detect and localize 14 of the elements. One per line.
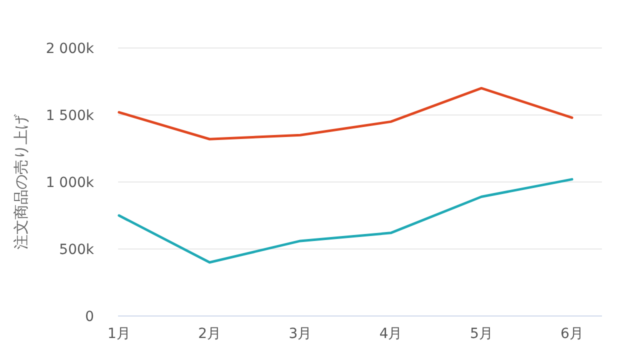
x-tick-label: 5月 bbox=[470, 326, 493, 342]
x-tick-label: 4月 bbox=[379, 326, 402, 342]
x-tick-label: 1月 bbox=[108, 326, 130, 342]
y-tick-label: 2 000k bbox=[46, 41, 95, 57]
y-tick-label: 1 500k bbox=[46, 108, 95, 124]
y-tick-label: 0 bbox=[85, 309, 94, 325]
y-tick-label: 500k bbox=[59, 242, 95, 258]
line-series bbox=[118, 86, 574, 140]
y-axis-title: 注文商品の売り上げ bbox=[12, 114, 30, 250]
x-tick-label: 2月 bbox=[198, 326, 222, 342]
line-series bbox=[118, 178, 574, 264]
x-tick-label: 6月 bbox=[560, 326, 584, 342]
y-tick-label: 1 000k bbox=[46, 175, 95, 191]
x-tick-label: 3月 bbox=[288, 326, 312, 342]
